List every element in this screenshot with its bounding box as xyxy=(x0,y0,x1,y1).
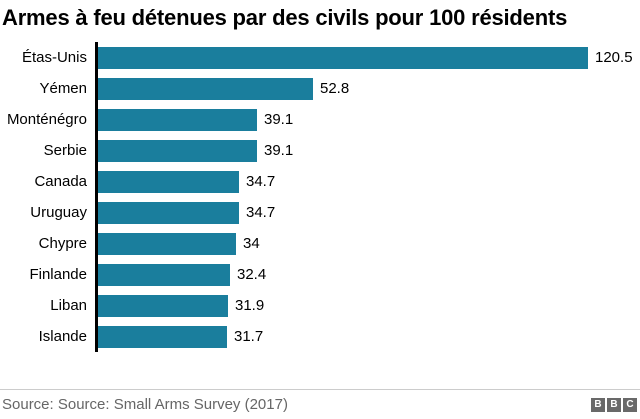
bar-value-label: 32.4 xyxy=(237,266,267,283)
bar xyxy=(98,325,227,348)
bar-value-label: 31.7 xyxy=(234,328,264,345)
page-title: Armes à feu détenues par des civils pour… xyxy=(2,5,568,30)
category-label: Canada xyxy=(34,173,87,190)
bar-row: 34.7 xyxy=(98,166,640,197)
bar xyxy=(98,77,313,100)
category-label: Uruguay xyxy=(30,204,87,221)
bar xyxy=(98,170,239,193)
bar-value-label: 31.9 xyxy=(235,297,265,314)
bar-rows: 120.5 52.8 39.1 39.1 34.7 34.7 34 32.4 31.9 31.7 xyxy=(95,42,640,352)
category-label: Monténégro xyxy=(6,111,87,128)
category-label: Finlande xyxy=(29,266,87,283)
bbc-logo-block: C xyxy=(623,397,637,412)
bar-row: 34.7 xyxy=(98,197,640,228)
source-text: Source: Source: Small Arms Survey (2017) xyxy=(2,396,288,413)
bar-value-label: 34.7 xyxy=(246,173,276,190)
bar-row: 31.7 xyxy=(98,321,640,352)
bar-row: 120.5 xyxy=(98,42,640,73)
bbc-logo-block: B xyxy=(591,397,605,412)
bar-row: 39.1 xyxy=(98,135,640,166)
bar-value-label: 39.1 xyxy=(264,142,294,159)
bar xyxy=(98,139,257,162)
category-label: Étas-Unis xyxy=(21,49,87,66)
bar xyxy=(98,263,230,286)
bbc-logo-block: B xyxy=(607,397,621,412)
bar-value-label: 39.1 xyxy=(264,111,294,128)
bar-row: 32.4 xyxy=(98,259,640,290)
bar-chart: Étas-Unis Yémen Monténégro Serbie Canada Urug… xyxy=(0,42,640,352)
category-label: Liban xyxy=(50,297,87,314)
bar-row: 39.1 xyxy=(98,104,640,135)
bar-value-label: 34.7 xyxy=(246,204,276,221)
bar-row: 34 xyxy=(98,228,640,259)
bar-value-label: 34 xyxy=(243,235,260,252)
bbc-logo: B B C xyxy=(591,397,637,412)
category-label: Serbie xyxy=(43,142,87,159)
footer: Source: Source: Small Arms Survey (2017)… xyxy=(0,389,640,419)
bar xyxy=(98,108,257,131)
category-label: Islande xyxy=(38,328,87,345)
category-label: Yémen xyxy=(39,80,87,97)
bar-row: 52.8 xyxy=(98,73,640,104)
bar-value-label: 120.5 xyxy=(595,49,633,66)
bar-row: 31.9 xyxy=(98,290,640,321)
label-column: Étas-Unis Yémen Monténégro Serbie Canada Urug… xyxy=(0,42,95,352)
bar xyxy=(98,201,239,224)
bar-value-label: 52.8 xyxy=(320,80,350,97)
category-label: Chypre xyxy=(38,235,87,252)
bar xyxy=(98,294,228,317)
bar xyxy=(98,46,588,69)
bar xyxy=(98,232,236,255)
